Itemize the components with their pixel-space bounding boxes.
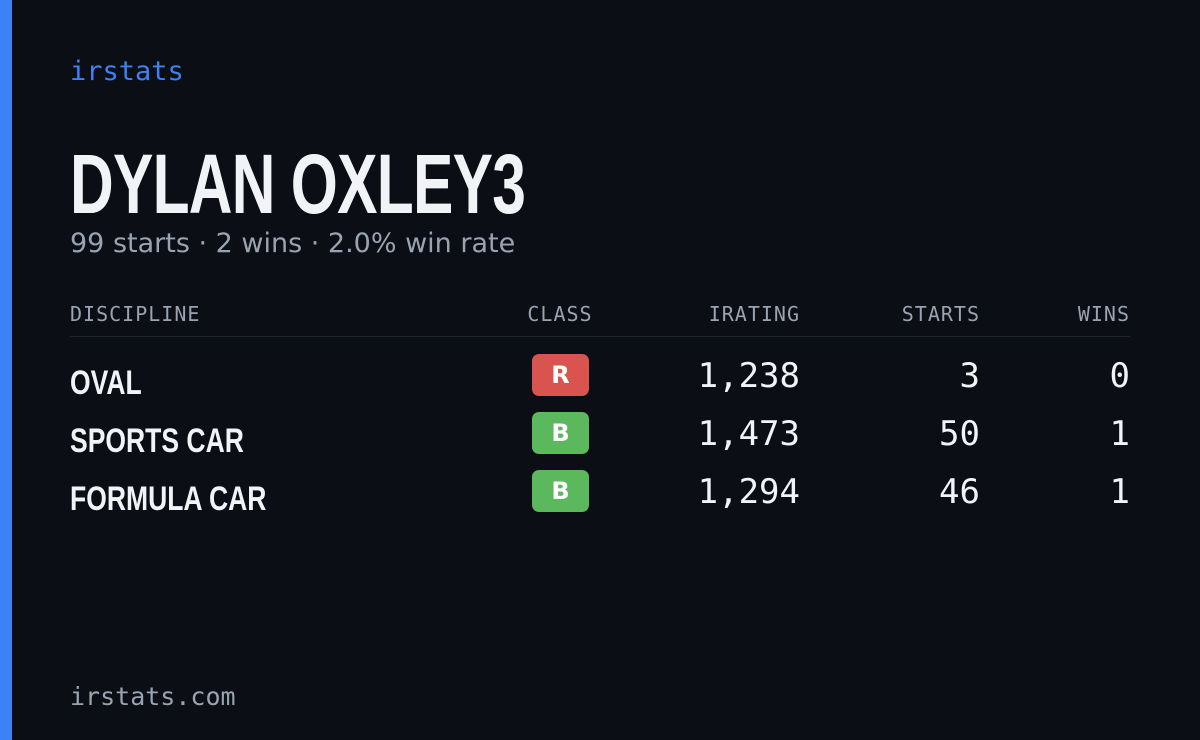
header-rule — [70, 336, 1130, 337]
starts-value: 46 — [939, 472, 980, 512]
accent-bar — [0, 0, 12, 740]
class-badge: B — [532, 412, 589, 454]
wins-value: 1 — [1109, 414, 1130, 454]
starts-value: 3 — [959, 356, 980, 396]
column-header: CLASS — [527, 302, 593, 326]
column-header: STARTS — [901, 302, 980, 326]
discipline-name: FORMULA CAR — [70, 480, 267, 518]
column-header: IRATING — [708, 302, 800, 326]
wins-value: 1 — [1109, 472, 1130, 512]
class-badge: B — [532, 470, 589, 512]
irating-value: 1,473 — [697, 414, 800, 454]
driver-summary: 99 starts · 2 wins · 2.0% win rate — [70, 228, 516, 259]
column-header: DISCIPLINE — [70, 302, 201, 326]
brand: irstats — [70, 56, 184, 87]
class-badge: R — [532, 354, 589, 396]
starts-value: 50 — [939, 414, 980, 454]
irating-value: 1,294 — [697, 472, 800, 512]
discipline-name: SPORTS CAR — [70, 422, 244, 460]
discipline-name: OVAL — [70, 364, 142, 402]
wins-value: 0 — [1109, 356, 1130, 396]
footer: irstats.com — [70, 682, 236, 711]
irating-value: 1,238 — [697, 356, 800, 396]
column-header: WINS — [1077, 302, 1130, 326]
driver-name: DYLAN OXLEY3 — [70, 137, 526, 231]
